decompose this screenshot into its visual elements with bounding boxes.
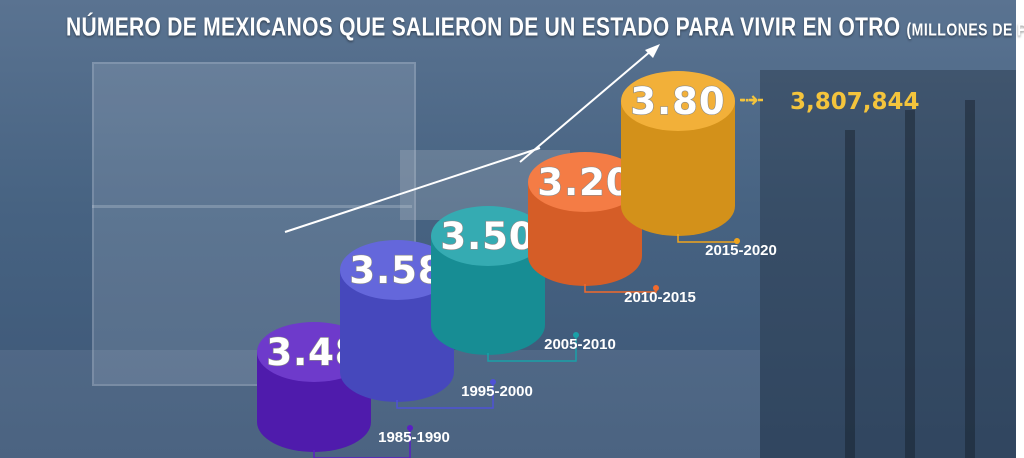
period-leader-dot: [573, 332, 579, 338]
period-leader-dot: [407, 425, 413, 431]
bar-top: [431, 206, 545, 266]
bar-body: [340, 270, 454, 402]
period-leader-line: [396, 382, 494, 409]
bar-top: [528, 152, 642, 212]
period-label: 1995-2000: [461, 383, 533, 400]
bar-group: 3.481985-19903.581995-20003.502005-20103…: [257, 71, 920, 458]
period-label: 2015-2020: [705, 242, 777, 259]
total-annotation: 3,807,844: [790, 89, 920, 115]
chart-subtitle: (MILLONES DE PERSONAS): [906, 19, 1024, 40]
bar-body: [621, 101, 735, 236]
period-leader-dot: [490, 379, 496, 385]
bar-1995-2000: 3.58 1995-2000: [340, 240, 533, 409]
period-label: 2005-2010: [544, 336, 616, 353]
bar-body: [431, 236, 545, 355]
bar-2005-2010: 3.50 2005-2010: [431, 206, 616, 362]
bar-2010-2015: 3.20 2010-2015: [528, 152, 696, 306]
period-leader-dot: [734, 238, 740, 244]
period-label: 2010-2015: [624, 289, 696, 306]
bar-top: [621, 71, 735, 131]
period-leader-dot: [653, 285, 659, 291]
trend-arrow-head: [645, 44, 660, 58]
bar-top: [340, 240, 454, 300]
trend-arrow-line-2: [519, 49, 653, 163]
trend-arrow-line-1: [284, 147, 541, 233]
period-label: 1985-1990: [378, 429, 450, 446]
bar-body: [528, 182, 642, 286]
trend-arrow: [284, 44, 660, 233]
value-label: 3.58: [349, 249, 444, 292]
chart-title-text: NÚMERO DE MEXICANOS QUE SALIERON DE UN E…: [66, 13, 901, 42]
value-label: 3.20: [537, 161, 632, 204]
period-leader-line: [313, 428, 411, 458]
bar-2015-2020: 3.80 2015-2020: [621, 71, 777, 259]
value-label: 3.80: [630, 80, 725, 123]
chart-title: NÚMERO DE MEXICANOS QUE SALIERON DE UN E…: [66, 13, 1024, 43]
period-leader-line: [487, 335, 577, 362]
value-label: 3.50: [440, 215, 535, 258]
